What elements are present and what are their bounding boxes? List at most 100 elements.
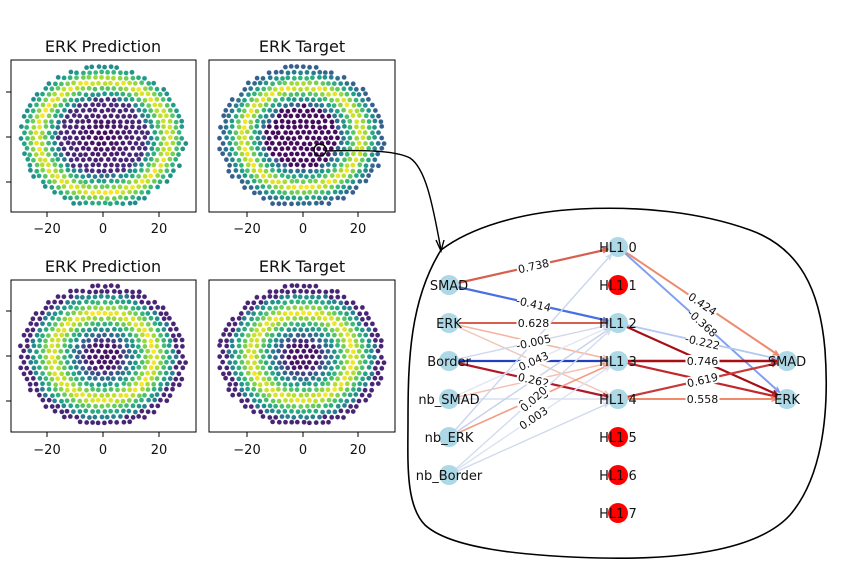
cell-point	[282, 419, 289, 425]
cell-point	[161, 376, 167, 382]
cell-point	[220, 331, 227, 338]
cell-point	[363, 332, 369, 338]
cell-point	[64, 348, 70, 354]
cell-point	[70, 408, 77, 415]
cell-point	[170, 151, 176, 157]
cell-point	[65, 81, 71, 87]
cell-point	[58, 190, 64, 196]
cell-point	[145, 162, 152, 168]
cell-point	[157, 321, 163, 327]
cell-point	[89, 332, 96, 338]
cell-point	[71, 359, 77, 365]
cell-point	[226, 387, 232, 393]
cell-point	[52, 408, 58, 414]
cell-point	[292, 354, 298, 361]
cell-point	[353, 338, 359, 344]
cell-point	[92, 173, 98, 180]
cell-point	[98, 135, 104, 141]
cell-point	[30, 96, 37, 102]
cell-point	[375, 113, 382, 119]
cell-point	[326, 102, 332, 108]
cell-point	[316, 135, 322, 141]
cell-point	[83, 92, 89, 98]
cell-point	[101, 178, 107, 184]
cell-point	[138, 162, 145, 168]
cell-point	[79, 294, 86, 300]
cell-point	[294, 140, 300, 147]
cell-point	[68, 157, 74, 163]
cell-point	[303, 184, 310, 190]
cell-point	[241, 315, 247, 322]
cell-point	[263, 102, 269, 108]
cell-point	[117, 403, 124, 409]
cell-point	[252, 129, 258, 135]
network-node-label: SMAD	[768, 355, 806, 370]
cell-point	[276, 332, 282, 338]
cell-point	[98, 305, 104, 312]
cell-point	[297, 195, 303, 202]
cell-point	[80, 327, 86, 333]
cell-point	[80, 135, 86, 141]
cell-point	[323, 342, 329, 349]
cell-point	[49, 157, 56, 163]
cell-point	[89, 283, 96, 289]
panel-title: ERK Prediction	[45, 257, 161, 276]
cell-point	[223, 135, 230, 141]
cell-point	[291, 288, 297, 295]
cell-point	[123, 326, 129, 332]
cell-point	[77, 129, 83, 136]
cell-point	[359, 316, 366, 322]
cell-point	[279, 124, 285, 130]
cell-point	[61, 183, 67, 190]
cell-point	[161, 86, 167, 93]
cell-point	[101, 140, 107, 147]
cell-point	[331, 299, 337, 305]
cell-point	[273, 75, 280, 82]
cell-point	[108, 64, 114, 70]
cell-point	[357, 311, 363, 317]
cell-point	[279, 403, 285, 409]
cell-point	[288, 397, 294, 404]
cell-point	[166, 315, 173, 321]
cell-point	[316, 288, 322, 295]
cell-point	[357, 381, 363, 387]
cell-point	[332, 151, 338, 157]
cell-point	[341, 305, 347, 311]
cell-point	[251, 397, 257, 404]
network-node	[439, 465, 459, 485]
cell-point	[356, 321, 362, 327]
cell-point	[337, 310, 344, 316]
cell-point	[136, 156, 142, 162]
cell-point	[61, 107, 68, 113]
cell-point	[114, 91, 120, 97]
cell-point	[233, 381, 239, 387]
cell-point	[61, 173, 67, 180]
cell-point	[133, 398, 139, 404]
cell-point	[229, 376, 235, 382]
cell-point	[24, 145, 30, 151]
cell-point	[108, 102, 114, 108]
cell-point	[139, 80, 145, 86]
cell-point	[136, 184, 142, 190]
cell-point	[276, 167, 282, 174]
cell-point	[161, 337, 167, 344]
cell-point	[344, 398, 350, 404]
cell-point	[49, 392, 56, 399]
cell-point	[95, 420, 101, 426]
cell-point	[326, 371, 332, 377]
cell-point	[179, 118, 185, 124]
cell-point	[52, 113, 59, 119]
cell-point	[261, 392, 267, 399]
cell-point	[351, 332, 357, 339]
cell-point	[108, 332, 115, 338]
cell-point	[151, 409, 157, 415]
cell-point	[95, 408, 101, 415]
cell-point	[254, 86, 261, 92]
cell-point	[55, 124, 61, 131]
cell-point	[294, 129, 301, 136]
cell-point	[104, 183, 110, 190]
cell-point	[129, 376, 136, 382]
cell-point	[313, 408, 319, 414]
cell-point	[92, 305, 99, 311]
